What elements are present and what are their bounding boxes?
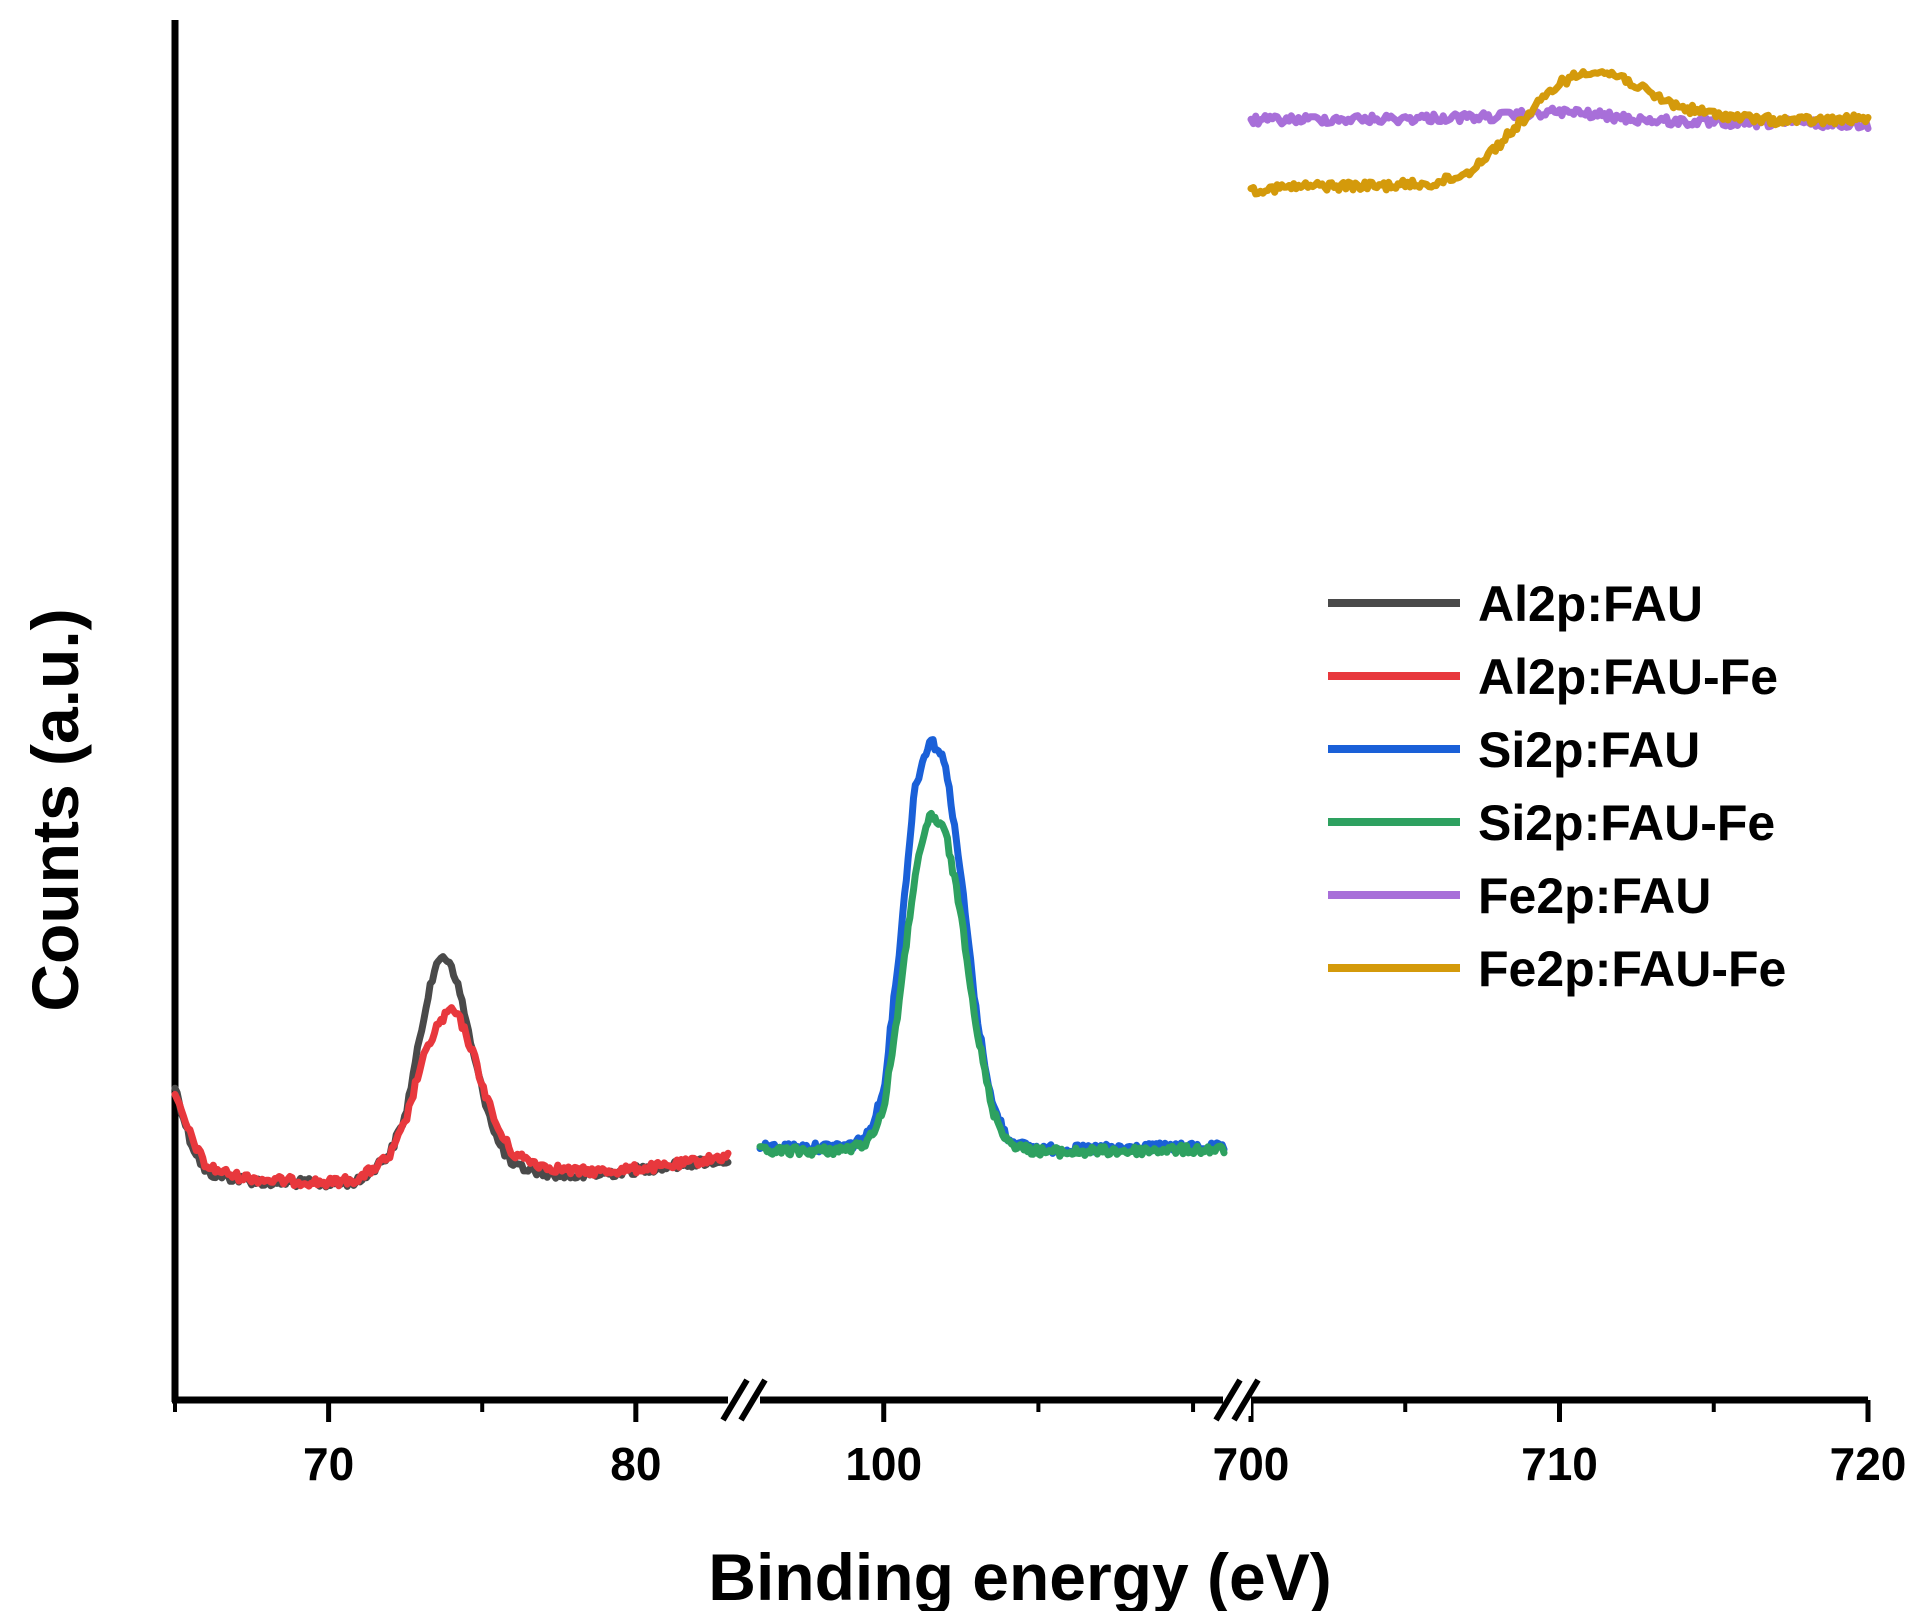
x-tick-label: 80 — [610, 1438, 661, 1490]
series-line-si2p-fau-fe — [756, 809, 1228, 1160]
legend-label: Fe2p:FAU-Fe — [1478, 941, 1786, 997]
x-tick-label: 700 — [1213, 1438, 1290, 1490]
axis-break-mark — [1213, 1378, 1243, 1422]
series-line-al2p-fau-fe — [171, 1004, 732, 1190]
series-line-al2p-fau — [171, 953, 732, 1191]
axis-break-mark — [720, 1378, 750, 1422]
legend-label: Si2p:FAU — [1478, 722, 1700, 778]
x-tick-label: 710 — [1521, 1438, 1598, 1490]
legend-label: Al2p:FAU-Fe — [1478, 649, 1778, 705]
x-tick-label: 70 — [303, 1438, 354, 1490]
x-tick-label: 100 — [845, 1438, 922, 1490]
x-axis-label: Binding energy (eV) — [708, 1540, 1331, 1611]
axes-group: 70 80 100 700 710 720 — [171, 20, 1907, 1490]
axis-break-mark — [1231, 1378, 1261, 1422]
legend-label: Fe2p:FAU — [1478, 868, 1711, 924]
legend-label: Al2p:FAU — [1478, 576, 1703, 632]
x-tick-label: 720 — [1830, 1438, 1907, 1490]
legend: Al2p:FAU Al2p:FAU-Fe Si2p:FAU Si2p:FAU-Fe Fe… — [1328, 576, 1786, 997]
legend-label: Si2p:FAU-Fe — [1478, 795, 1775, 851]
axis-break-mark — [738, 1378, 768, 1422]
y-axis-label: Counts (a.u.) — [18, 608, 92, 1011]
series-line-fe2p-fau-fe — [1247, 68, 1872, 198]
series-group — [171, 68, 1872, 1191]
